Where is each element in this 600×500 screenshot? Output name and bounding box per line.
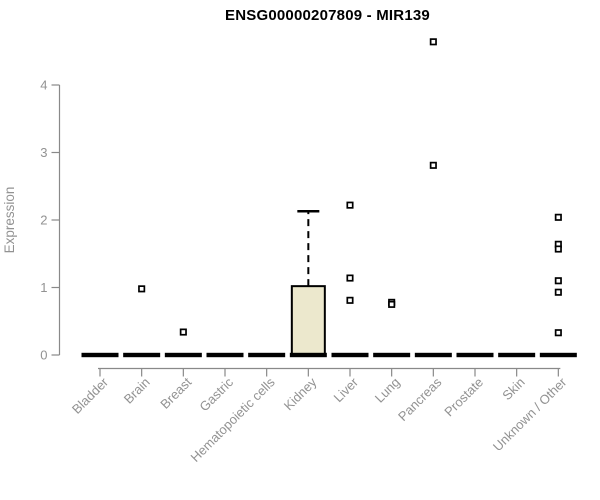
x-tick-label: Skin (499, 375, 527, 403)
outlier-point (554, 245, 562, 253)
zero-median-bar (289, 352, 327, 358)
outlier-point (429, 161, 437, 169)
x-tick-label: Brain (121, 375, 153, 407)
outlier-point (346, 274, 354, 282)
y-tick-label: 1 (40, 280, 47, 295)
outlier-point (346, 296, 354, 304)
x-tick-label: Lung (372, 375, 403, 406)
x-tick-label: Unknown / Other (490, 374, 570, 454)
zero-median-bar (373, 352, 411, 358)
outlier-point (138, 285, 146, 293)
zero-median-bar (414, 352, 452, 358)
outlier-point (554, 213, 562, 221)
zero-median-bar (248, 352, 286, 358)
x-tick-label: Prostate (441, 375, 486, 420)
outlier-point (429, 38, 437, 46)
x-tick-label: Bladder (69, 374, 112, 417)
y-tick-label: 3 (40, 145, 47, 160)
zero-median-bar (331, 352, 369, 358)
y-axis-title: Expression (2, 187, 17, 254)
outlier-point (554, 277, 562, 285)
outlier-point (554, 329, 562, 337)
box (290, 285, 326, 356)
x-tick-label: Liver (331, 374, 362, 405)
zero-median-bar (539, 352, 577, 358)
outlier-point (554, 288, 562, 296)
x-tick-label: Pancreas (395, 374, 445, 424)
zero-median-bar (456, 352, 494, 358)
y-tick-label: 0 (40, 348, 47, 363)
outlier-point (346, 201, 354, 209)
x-tick-label: Breast (157, 374, 194, 411)
zero-median-bar (81, 352, 119, 358)
zero-median-bar (123, 352, 161, 358)
zero-median-bar (206, 352, 244, 358)
y-tick-label: 4 (40, 78, 47, 93)
zero-median-bar (164, 352, 202, 358)
x-tick-label: Gastric (196, 374, 236, 414)
zero-median-bar (498, 352, 536, 358)
outlier-point (179, 328, 187, 336)
chart-title: ENSG00000207809 - MIR139 (225, 7, 430, 24)
x-tick-label: Kidney (281, 374, 320, 413)
outlier-point (388, 300, 396, 308)
y-tick-label: 2 (40, 213, 47, 228)
